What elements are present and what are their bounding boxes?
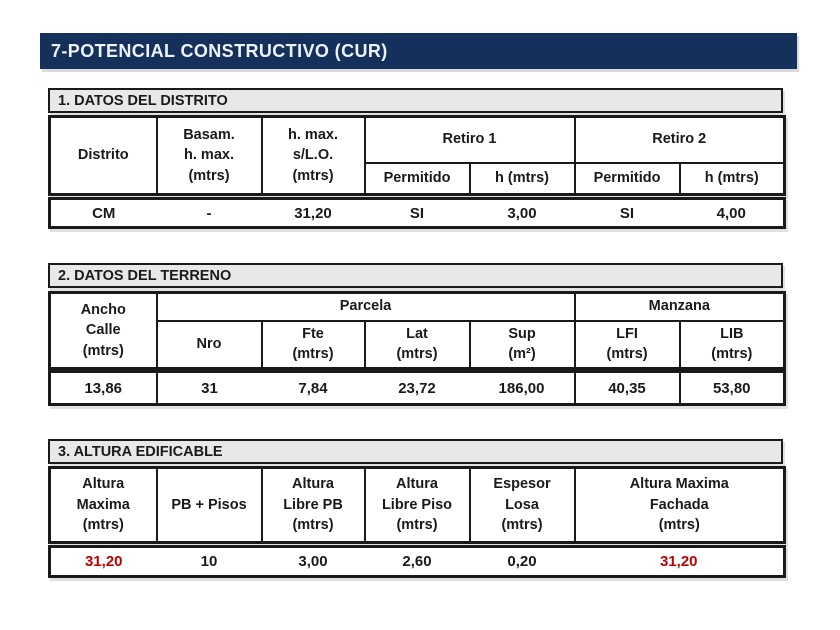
- value-espesor-losa: 0,20: [507, 553, 537, 570]
- col-header-manzana: Manzana: [573, 291, 786, 322]
- col-header-retiro1-h: h (mtrs): [468, 161, 576, 196]
- value-distrito: CM: [92, 204, 116, 222]
- col-header-basam-hmax: Basam. h. max. (mtrs): [155, 115, 263, 196]
- value-nro: 31: [201, 379, 218, 397]
- col-header-retiro1: Retiro 1: [363, 115, 576, 164]
- col-header-retiro2-permitido: Permitido: [573, 161, 681, 196]
- value-lat: 23,72: [398, 379, 436, 397]
- page-title: 7-POTENCIAL CONSTRUCTIVO (CUR): [51, 40, 388, 61]
- col-header-retiro2: Retiro 2: [573, 115, 786, 164]
- value-ancho-calle: 13,86: [49, 371, 158, 405]
- header-row-1: Ancho Calle (mtrs) Parcela Manzana: [48, 291, 786, 370]
- col-header-altura-libre-piso: Altura Libre Piso (mtrs): [363, 466, 471, 544]
- value-basam: -: [206, 204, 212, 222]
- col-header-lfi: LFI (mtrs): [573, 319, 681, 370]
- header-row-2: Nro Fte (mtrs) Lat (mtrs) Sup (m²) LFI (…: [50, 319, 786, 370]
- col-header-lat: Lat (mtrs): [363, 319, 471, 370]
- value-retiro1-permitido: SI: [409, 204, 425, 222]
- terreno-header-table: Ancho Calle (mtrs) Parcela Manzana Nro F…: [48, 291, 787, 370]
- col-header-ancho-calle: Ancho Calle (mtrs): [48, 291, 158, 370]
- col-header-altura-libre-pb: Altura Libre PB (mtrs): [260, 466, 366, 544]
- table-row: CM - 31,20 SI 3,00 SI 4,00: [50, 199, 785, 228]
- table-row: 31,20 10 3,00 2,60 0,20 31,20: [50, 547, 785, 577]
- col-header-espesor-losa: Espesor Losa (mtrs): [468, 466, 576, 544]
- col-header-parcela: Parcela: [155, 291, 576, 322]
- header-row-2: Permitido h (mtrs) Permitido h (mtrs): [50, 161, 786, 196]
- table-row: 13,86 31 7,84 23,72 186,00 40,35 53,80: [49, 371, 785, 405]
- header-row-1: Distrito Basam. h. max. (mtrs) h. max. s…: [48, 115, 786, 196]
- col-header-pb-pisos: PB + Pisos: [155, 466, 263, 544]
- col-header-fte: Fte (mtrs): [260, 319, 366, 370]
- value-hmax: 31,20: [294, 204, 332, 222]
- value-altura-maxima-fachada: 31,20: [659, 553, 698, 570]
- col-header-retiro2-h: h (mtrs): [678, 161, 786, 196]
- header-row-1: Altura Maxima (mtrs) PB + Pisos Altura L…: [48, 466, 786, 544]
- col-header-altura-maxima: Altura Maxima (mtrs): [48, 466, 158, 544]
- value-sup: 186,00: [469, 371, 576, 405]
- value-altura-maxima: 31,20: [84, 553, 123, 570]
- terreno-data-table: 13,86 31 7,84 23,72 186,00 40,35 53,80: [48, 370, 786, 406]
- col-header-hmax-slo: h. max. s/L.O. (mtrs): [260, 115, 366, 196]
- col-header-lib: LIB (mtrs): [678, 319, 786, 370]
- value-pb-pisos: 10: [200, 553, 218, 570]
- section-header-altura: 3. ALTURA EDIFICABLE: [48, 439, 783, 464]
- section-heading-altura: 3. ALTURA EDIFICABLE: [58, 443, 223, 460]
- value-fte: 7,84: [298, 379, 328, 397]
- col-header-sup: Sup (m²): [468, 319, 576, 370]
- col-header-altura-maxima-fachada: Altura Maxima Fachada (mtrs): [573, 466, 786, 544]
- col-header-distrito: Distrito: [48, 115, 158, 196]
- value-retiro2-permitido: SI: [619, 204, 635, 222]
- altura-header-table: Altura Maxima (mtrs) PB + Pisos Altura L…: [48, 466, 786, 544]
- altura-data-table: 31,20 10 3,00 2,60 0,20 31,20: [48, 545, 786, 578]
- value-lfi: 40,35: [574, 371, 681, 405]
- section-header-terreno: 2. DATOS DEL TERRENO: [48, 263, 783, 288]
- value-retiro1-h: 3,00: [507, 204, 537, 222]
- value-altura-libre-piso: 2,60: [402, 553, 432, 570]
- title-bar: 7-POTENCIAL CONSTRUCTIVO (CUR): [40, 33, 797, 69]
- section-heading-distrito: 1. DATOS DEL DISTRITO: [58, 92, 228, 109]
- value-retiro2-h: 4,00: [716, 204, 746, 222]
- col-header-nro: Nro: [155, 319, 263, 370]
- col-header-retiro1-permitido: Permitido: [363, 161, 471, 196]
- distrito-header-table: Distrito Basam. h. max. (mtrs) h. max. s…: [48, 115, 786, 196]
- value-lib: 53,80: [712, 379, 751, 397]
- distrito-data-table: CM - 31,20 SI 3,00 SI 4,00: [48, 197, 786, 229]
- section-header-distrito: 1. DATOS DEL DISTRITO: [48, 88, 783, 113]
- section-heading-terreno: 2. DATOS DEL TERRENO: [58, 267, 232, 284]
- value-altura-libre-pb: 3,00: [298, 553, 328, 570]
